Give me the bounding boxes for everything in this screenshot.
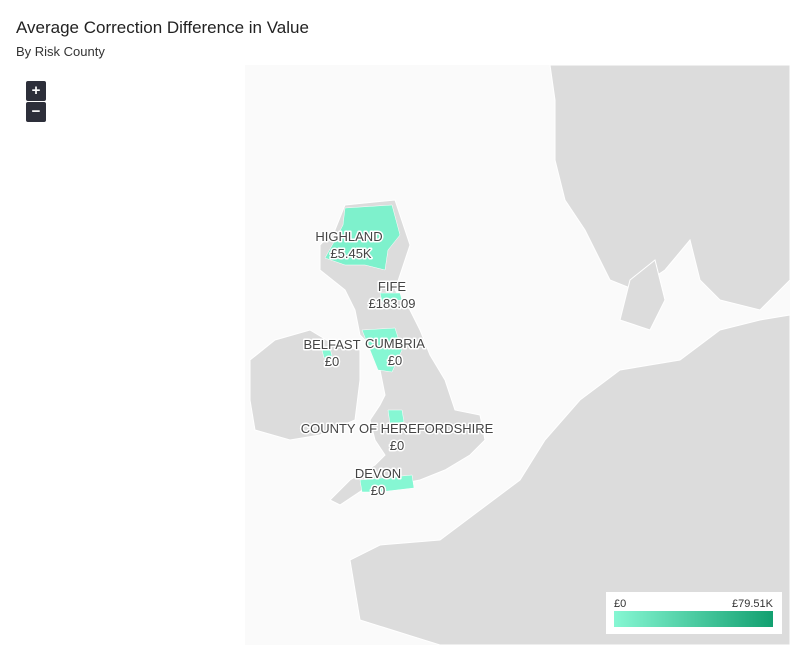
scandinavia [549, 64, 791, 311]
continent [349, 314, 791, 646]
region-name: COUNTY OF HEREFORDSHIRE [301, 421, 494, 436]
region-name: DEVON [355, 466, 401, 481]
legend-max-label: £79.51K [732, 598, 774, 610]
subtitle: By Risk County [16, 44, 105, 59]
region-name: FIFE [378, 279, 406, 294]
ireland [249, 329, 361, 441]
legend-min-label: £0 [614, 598, 626, 610]
region-value: £183.09 [369, 296, 416, 311]
zoom-out-label: − [32, 103, 41, 120]
region-value: £0 [371, 483, 385, 498]
region-value: £5.45K [330, 246, 372, 261]
region-cumbria[interactable] [361, 327, 403, 373]
region-value: £0 [388, 353, 402, 368]
zoom-in-label: + [32, 82, 41, 99]
denmark [619, 259, 666, 331]
region-value: £0 [390, 438, 404, 453]
great-britain [319, 199, 486, 506]
title: Average Correction Difference in Value [16, 18, 309, 37]
zoom-out-button[interactable] [26, 102, 46, 122]
region-name: HIGHLAND [315, 229, 382, 244]
zoom-in-button[interactable] [26, 81, 46, 101]
region-name: CUMBRIA [365, 336, 425, 351]
region-name: BELFAST [303, 337, 360, 352]
region-highland[interactable] [324, 204, 401, 271]
region-herefordshire[interactable] [387, 409, 405, 425]
region-devon[interactable] [359, 474, 415, 493]
region-value: £0 [325, 354, 339, 369]
region-fife[interactable] [379, 292, 403, 303]
region-belfast[interactable] [321, 347, 333, 359]
legend-gradient [614, 611, 773, 627]
